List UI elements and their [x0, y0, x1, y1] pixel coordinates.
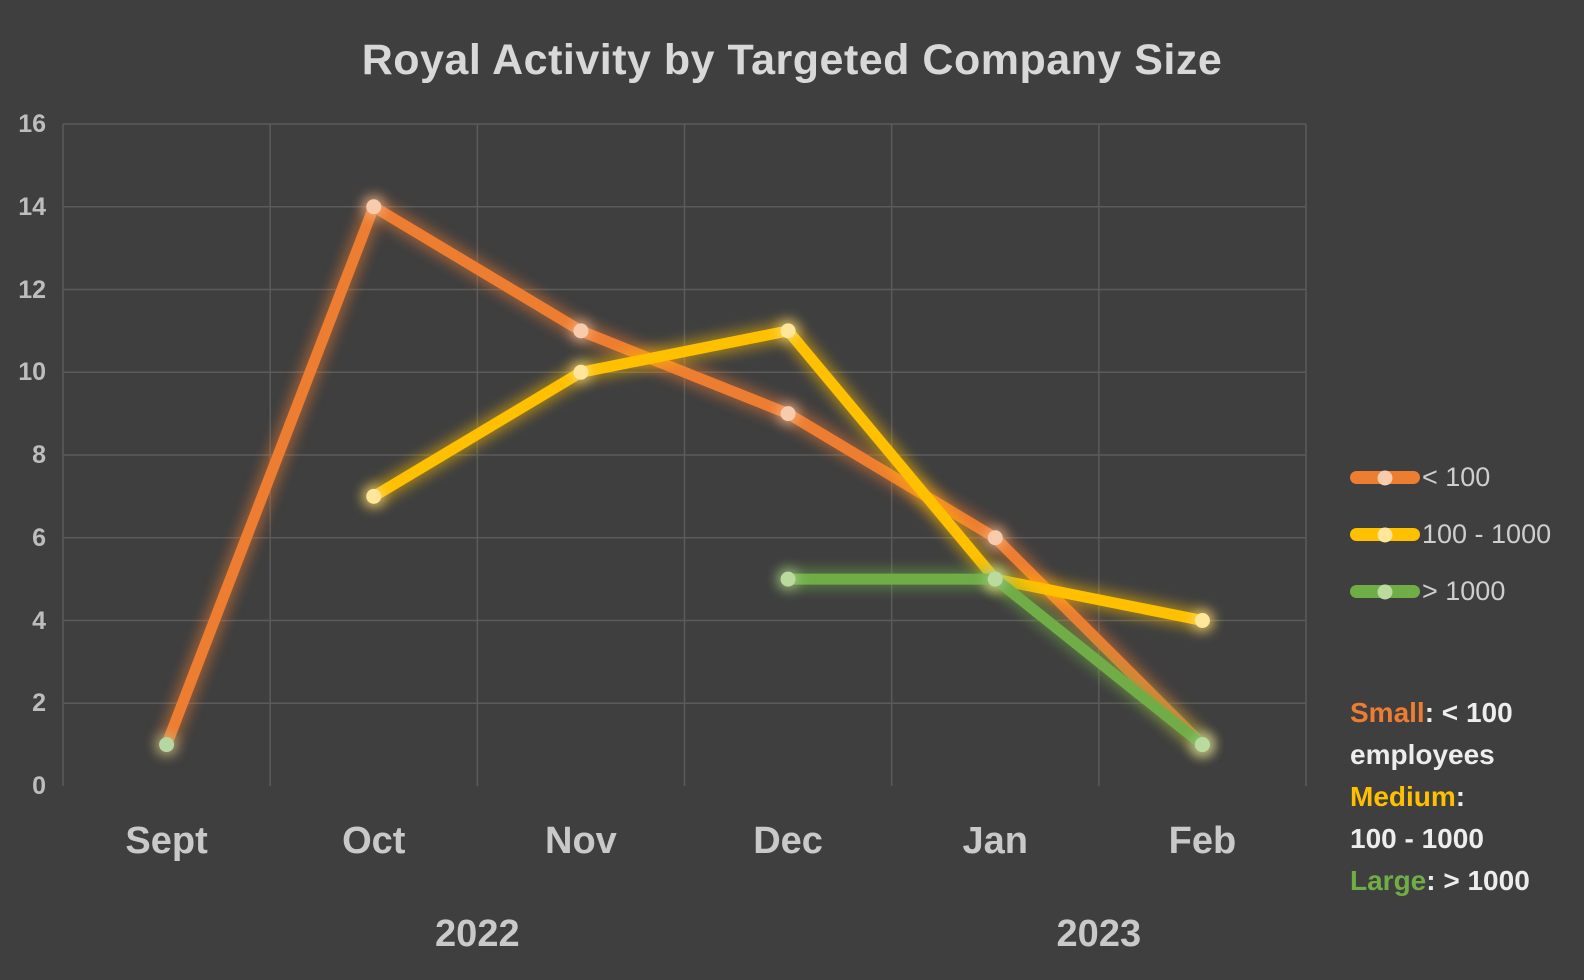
data-point	[780, 571, 796, 587]
x-tick-label: Feb	[1168, 820, 1237, 862]
legend-swatch-dot	[1377, 584, 1393, 599]
legend-swatch-line	[1350, 470, 1420, 485]
x-axis: Sept Oct Nov Dec Jan Feb 2022 2023	[0, 820, 1584, 980]
legend-item: > 1000	[1350, 569, 1551, 614]
y-tick-label: 0	[32, 772, 46, 800]
legend-item: 100 - 1000	[1350, 512, 1551, 557]
data-point	[1194, 613, 1210, 628]
y-tick-label: 2	[32, 689, 46, 718]
legend-label: > 1000	[1422, 576, 1506, 606]
annotation-segment: employees	[1350, 739, 1495, 770]
legend-label: 100 - 1000	[1422, 519, 1552, 549]
data-point	[987, 571, 1003, 587]
annotation-line: 100 - 1000	[1350, 818, 1530, 860]
annotation-segment: Large	[1350, 865, 1427, 896]
data-point	[366, 488, 382, 504]
data-point	[780, 406, 796, 422]
y-tick-label: 4	[32, 606, 46, 635]
series-layer	[156, 196, 1213, 755]
chart-title: Royal Activity by Targeted Company Size	[361, 36, 1223, 84]
x-tick-label: Jan	[962, 820, 1028, 862]
x-tick-label: Sept	[125, 820, 208, 862]
x-tick-label: Dec	[753, 820, 823, 862]
y-tick-label: 12	[18, 275, 46, 304]
data-point	[987, 530, 1003, 546]
y-tick-label: 6	[32, 523, 46, 552]
data-point	[1194, 737, 1210, 753]
legend-swatch-line	[1350, 527, 1420, 542]
legend-swatch-line	[1350, 584, 1420, 599]
x-tick-label: Oct	[342, 820, 406, 862]
year-label: 2022	[435, 913, 520, 955]
annotation-segment: 100 - 1000	[1350, 823, 1484, 854]
legend-item: < 100	[1350, 455, 1551, 500]
annotation-block: Small: < 100 employees Medium: 100 - 1000 La…	[1350, 692, 1530, 902]
annotation-segment: : < 100	[1424, 697, 1513, 728]
data-point	[366, 199, 382, 215]
annotation-segment: :	[1455, 781, 1466, 812]
y-tick-label: 10	[18, 358, 46, 387]
legend-label: < 100	[1422, 462, 1491, 492]
year-label: 2023	[1056, 913, 1142, 955]
legend: < 100 100 - 1000 > 1000	[1350, 455, 1551, 614]
annotation-line: Large: > 1000	[1350, 860, 1530, 902]
annotation-line: Small: < 100	[1350, 692, 1530, 734]
data-point	[159, 737, 175, 753]
y-tick-label: 14	[18, 192, 46, 221]
legend-swatch-dot	[1377, 470, 1393, 485]
annotation-line: Medium:	[1350, 776, 1530, 818]
y-axis: 0 2 4 6 8 10 12 14 16	[0, 0, 48, 980]
legend-swatch-dot	[1377, 527, 1393, 542]
annotation-line: employees	[1350, 734, 1530, 776]
x-tick-label: Nov	[545, 820, 617, 862]
annotation-segment: : > 1000	[1426, 865, 1530, 896]
data-point	[573, 323, 589, 339]
data-point	[780, 323, 796, 339]
y-tick-label: 8	[32, 441, 46, 469]
y-tick-label: 16	[18, 110, 46, 138]
annotation-segment: Medium	[1350, 781, 1456, 812]
data-point	[573, 364, 589, 380]
series-line	[161, 201, 1208, 751]
annotation-segment: Small	[1350, 697, 1425, 728]
